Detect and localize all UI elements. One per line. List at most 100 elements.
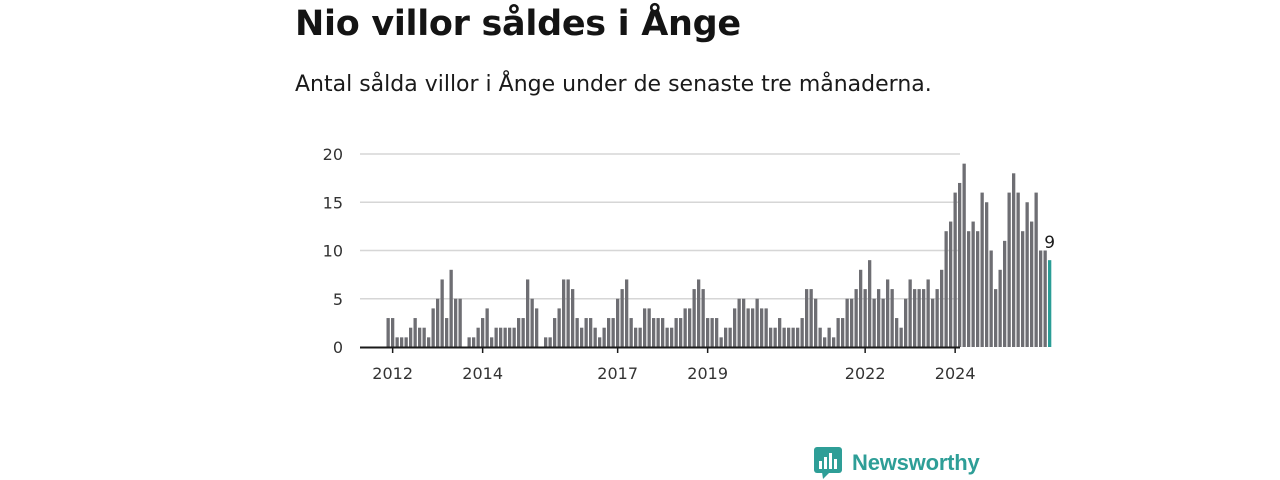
bar (886, 279, 890, 347)
bar (1039, 250, 1043, 347)
bar (971, 221, 975, 347)
bar (917, 289, 921, 347)
bar (998, 269, 1002, 347)
bar (989, 250, 993, 347)
bar (881, 298, 885, 347)
bar (476, 327, 480, 347)
bar (517, 318, 521, 347)
bar (854, 289, 858, 347)
bar (620, 289, 624, 347)
bar (386, 318, 390, 347)
bar (404, 337, 408, 347)
x-tick-label: 2014 (462, 364, 503, 383)
bar (571, 289, 575, 347)
bar (1034, 192, 1038, 347)
bar (805, 289, 809, 347)
bar (557, 308, 561, 347)
bar (1007, 192, 1011, 347)
bar (715, 318, 719, 347)
bar (931, 298, 935, 347)
bar (944, 231, 948, 347)
bar (868, 260, 872, 347)
bar (602, 327, 606, 347)
bar (553, 318, 557, 347)
bar (418, 327, 422, 347)
bar (692, 289, 696, 347)
x-tick-label: 2019 (687, 364, 728, 383)
bar (935, 289, 939, 347)
bar (962, 163, 966, 347)
bar (796, 327, 800, 347)
bar (436, 298, 440, 347)
bar (454, 298, 458, 347)
bar (800, 318, 804, 347)
bar (400, 337, 404, 347)
bar (584, 318, 588, 347)
bar (926, 279, 930, 347)
bar (985, 202, 989, 347)
bar (440, 279, 444, 347)
bar (413, 318, 417, 347)
bar (1021, 231, 1025, 347)
newsworthy-logo: Newsworthy (814, 446, 980, 480)
bar (710, 318, 714, 347)
bar (737, 298, 741, 347)
bar (782, 327, 786, 347)
bar (580, 327, 584, 347)
bar (764, 308, 768, 347)
bar (697, 279, 701, 347)
last-value-label: 9 (1044, 233, 1055, 253)
bar (742, 298, 746, 347)
bar (733, 308, 737, 347)
bar (508, 327, 512, 347)
bar (827, 327, 831, 347)
bar (391, 318, 395, 347)
bar (656, 318, 660, 347)
bar (719, 337, 723, 347)
bar (814, 298, 818, 347)
bar (467, 337, 471, 347)
bar (593, 327, 597, 347)
bar (791, 327, 795, 347)
bar (1030, 221, 1034, 347)
chart-subtitle: Antal sålda villor i Ånge under de senas… (295, 72, 932, 97)
bar (890, 289, 894, 347)
brand-name: Newsworthy (852, 450, 980, 475)
bar (652, 318, 656, 347)
bar (1043, 250, 1047, 347)
bar (746, 308, 750, 347)
bar (503, 327, 507, 347)
bar (940, 269, 944, 347)
bar (701, 289, 705, 347)
bar (1003, 240, 1007, 347)
bar (521, 318, 525, 347)
y-tick-label: 5 (333, 290, 343, 309)
bar (638, 327, 642, 347)
bar (953, 192, 957, 347)
bar (494, 327, 498, 347)
y-axis-ticks: 0 5 10 15 20 (323, 145, 343, 357)
bar (566, 279, 570, 347)
chart-title: Nio villor såldes i Ånge (295, 4, 741, 44)
bar (832, 337, 836, 347)
bar (1012, 173, 1016, 347)
bar-chart: 0 5 10 15 20 2012 2014 2017 2019 2022 2024 9 (323, 145, 1055, 383)
bar (409, 327, 413, 347)
bar (625, 279, 629, 347)
bar (836, 318, 840, 347)
bar (823, 337, 827, 347)
bar (395, 337, 399, 347)
bar (485, 308, 489, 347)
bar (647, 308, 651, 347)
bar (548, 337, 552, 347)
bar (1016, 192, 1020, 347)
bar (818, 327, 822, 347)
x-tick-label: 2017 (597, 364, 638, 383)
bar (598, 337, 602, 347)
bar (778, 318, 782, 347)
bar (661, 318, 665, 347)
bar (913, 289, 917, 347)
bar (449, 269, 453, 347)
bar (427, 337, 431, 347)
bar (773, 327, 777, 347)
